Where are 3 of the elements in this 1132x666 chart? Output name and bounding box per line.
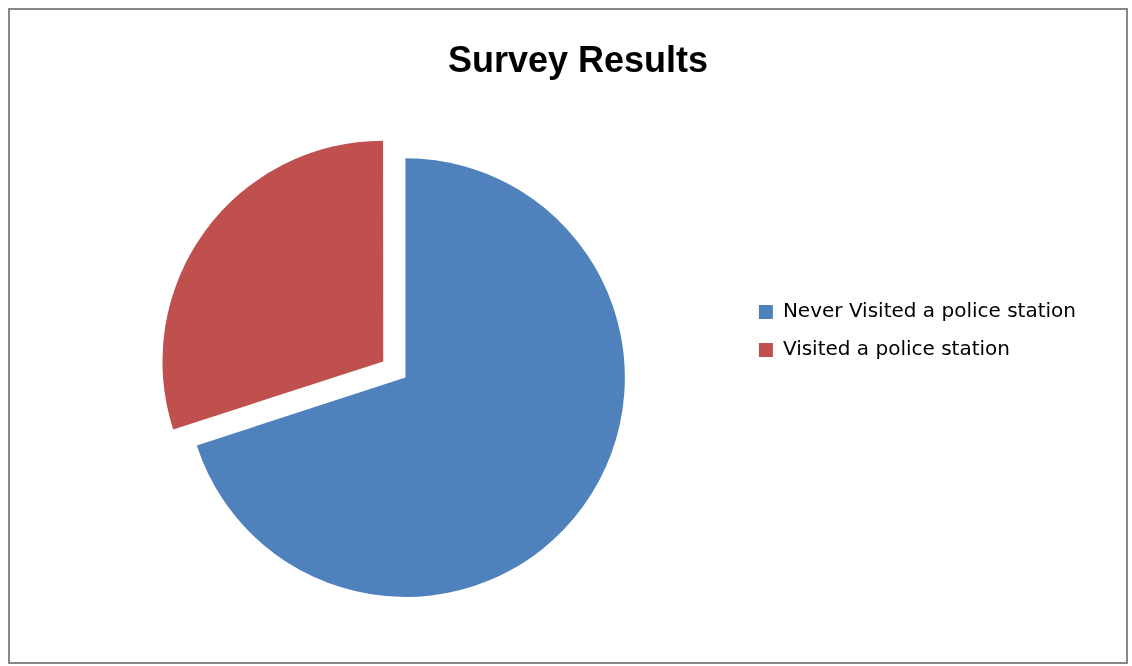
legend-label: Never Visited a police station: [782, 298, 1076, 323]
chart-title: Survey Results: [447, 38, 709, 80]
legend-label: Visited a police station: [782, 336, 1011, 361]
